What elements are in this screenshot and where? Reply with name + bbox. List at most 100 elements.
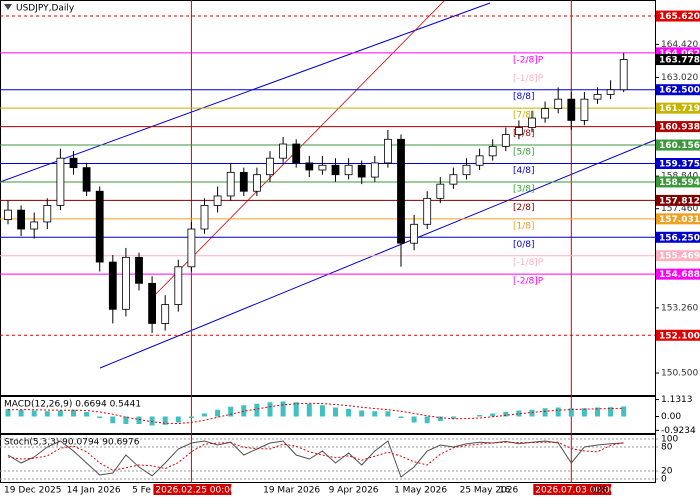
level-label: 164.062	[659, 49, 700, 59]
candle-body	[331, 164, 340, 176]
macd-tick-label: 0.00	[661, 412, 681, 422]
candle-body	[95, 190, 104, 263]
macd-frame	[0, 396, 656, 434]
macd-bar	[202, 413, 207, 417]
murrey-label: [-1/8]P	[513, 74, 544, 84]
macd-tick-label: 1.1313	[661, 395, 693, 405]
level-box	[656, 139, 700, 151]
candle-body	[292, 143, 301, 164]
level-box	[656, 158, 700, 170]
macd-bar	[57, 410, 63, 417]
x-tick-label: 026	[591, 486, 608, 496]
murrey-label: [8/8]	[513, 92, 535, 102]
murrey-label: [1/8]	[513, 221, 535, 231]
macd-bar	[280, 401, 286, 417]
x-tick-label: 19 Dec 2025	[4, 486, 62, 496]
candle-body	[69, 157, 78, 169]
macd-bar	[398, 416, 404, 418]
x-label-box	[153, 484, 232, 495]
candle-body	[501, 134, 510, 147]
stoch-signal	[7, 441, 624, 471]
macd-bar	[97, 416, 103, 418]
level-box	[656, 329, 700, 341]
candle-body	[252, 174, 261, 192]
murrey-label: [0/8]	[513, 240, 535, 250]
candle-body	[82, 167, 91, 192]
murrey-label: [-2/8]P	[513, 55, 544, 65]
x-tick-label: 1 May 2026	[394, 486, 447, 496]
candle-body	[56, 157, 65, 206]
macd-bar	[372, 411, 378, 417]
candle-body	[226, 171, 235, 197]
macd-bar	[385, 411, 391, 417]
candle-body	[122, 256, 130, 310]
macd-bar	[18, 409, 24, 417]
macd-bar	[516, 410, 522, 417]
level-box	[656, 213, 700, 225]
candle-body	[200, 205, 209, 230]
macd-bar	[241, 405, 247, 417]
level-label: 157.031	[659, 215, 700, 225]
stoch-tick-label: 0	[661, 475, 667, 485]
candle-body	[135, 256, 143, 284]
candle-body	[279, 143, 288, 159]
macd-bar	[503, 412, 509, 417]
level-box	[656, 84, 700, 96]
x-tick-label: 9 Apr 2026	[329, 486, 379, 496]
candle-body	[515, 127, 523, 135]
x-tick-label: 25 May 2026	[460, 486, 519, 496]
candle-body	[619, 59, 628, 91]
level-label: 162.500	[659, 86, 700, 96]
murrey-label: [5/8]	[513, 148, 535, 158]
candle-body	[305, 162, 314, 171]
stoch-tick-label: 80	[661, 443, 673, 453]
candle-body	[187, 228, 196, 268]
candle-body	[344, 164, 353, 176]
murrey-label: [3/8]	[513, 184, 535, 194]
candle-body	[370, 162, 379, 178]
main-frame	[0, 0, 656, 396]
macd-bar	[149, 416, 155, 426]
level-box	[656, 268, 700, 280]
candle-body	[593, 94, 602, 100]
level-label: 158.594	[659, 178, 700, 188]
macd-bar	[437, 416, 443, 421]
stoch-tick-label: 20	[661, 467, 673, 477]
level-box	[656, 250, 700, 262]
candle-body	[554, 98, 563, 110]
level-box	[656, 231, 700, 243]
level-label: 154.688	[659, 270, 700, 280]
macd-bar	[228, 406, 234, 417]
level-label: 152.100	[659, 331, 700, 341]
macd-bar	[71, 409, 76, 417]
candle-body	[397, 138, 405, 244]
candle-body	[357, 164, 366, 178]
macd-bar	[188, 416, 194, 418]
channel-lower	[99, 139, 656, 369]
macd-bar	[136, 416, 142, 424]
candle-body	[410, 223, 419, 244]
macd-bar	[621, 406, 627, 417]
level-label: 156.250	[659, 233, 700, 243]
y-tick-label: 153.260	[661, 303, 698, 313]
macd-bar	[555, 407, 561, 417]
x-tick-label: 19 Mar 2026	[263, 486, 320, 496]
macd-bar	[542, 408, 548, 417]
y-tick-label: 150.500	[661, 369, 698, 379]
level-box	[656, 176, 700, 188]
candle-body	[318, 164, 327, 171]
candle-body	[30, 221, 39, 230]
macd-bar	[346, 409, 352, 417]
x-label-box	[533, 484, 612, 495]
macd-bar	[293, 402, 299, 417]
x-tick-label: 2026.07.03 00:00	[535, 486, 616, 496]
level-label: 160.156	[659, 141, 700, 151]
level-box	[656, 194, 700, 206]
macd-bar	[568, 408, 574, 417]
macd-title: MACD(12,26,9) 0.6694 0.5441	[4, 400, 141, 410]
level-label: 155.469	[659, 252, 700, 262]
murrey-label: [2/8]	[513, 203, 535, 213]
macd-bar	[359, 410, 365, 417]
